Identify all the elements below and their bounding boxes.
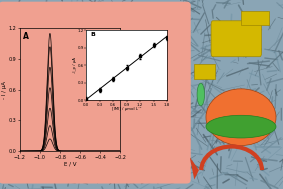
Text: B: B	[90, 32, 95, 37]
X-axis label: [IMI] / μmol L⁻¹: [IMI] / μmol L⁻¹	[112, 107, 142, 111]
Bar	[241, 11, 269, 25]
FancyBboxPatch shape	[211, 21, 261, 57]
Polygon shape	[190, 157, 199, 180]
Y-axis label: - I / μA: - I / μA	[2, 81, 7, 99]
Ellipse shape	[206, 89, 276, 146]
Bar	[194, 64, 215, 79]
X-axis label: E / V: E / V	[64, 161, 76, 166]
Y-axis label: -I_p / μA: -I_p / μA	[73, 57, 77, 73]
Text: A: A	[23, 32, 29, 41]
Ellipse shape	[197, 83, 205, 106]
FancyBboxPatch shape	[0, 2, 191, 184]
Ellipse shape	[206, 115, 276, 138]
